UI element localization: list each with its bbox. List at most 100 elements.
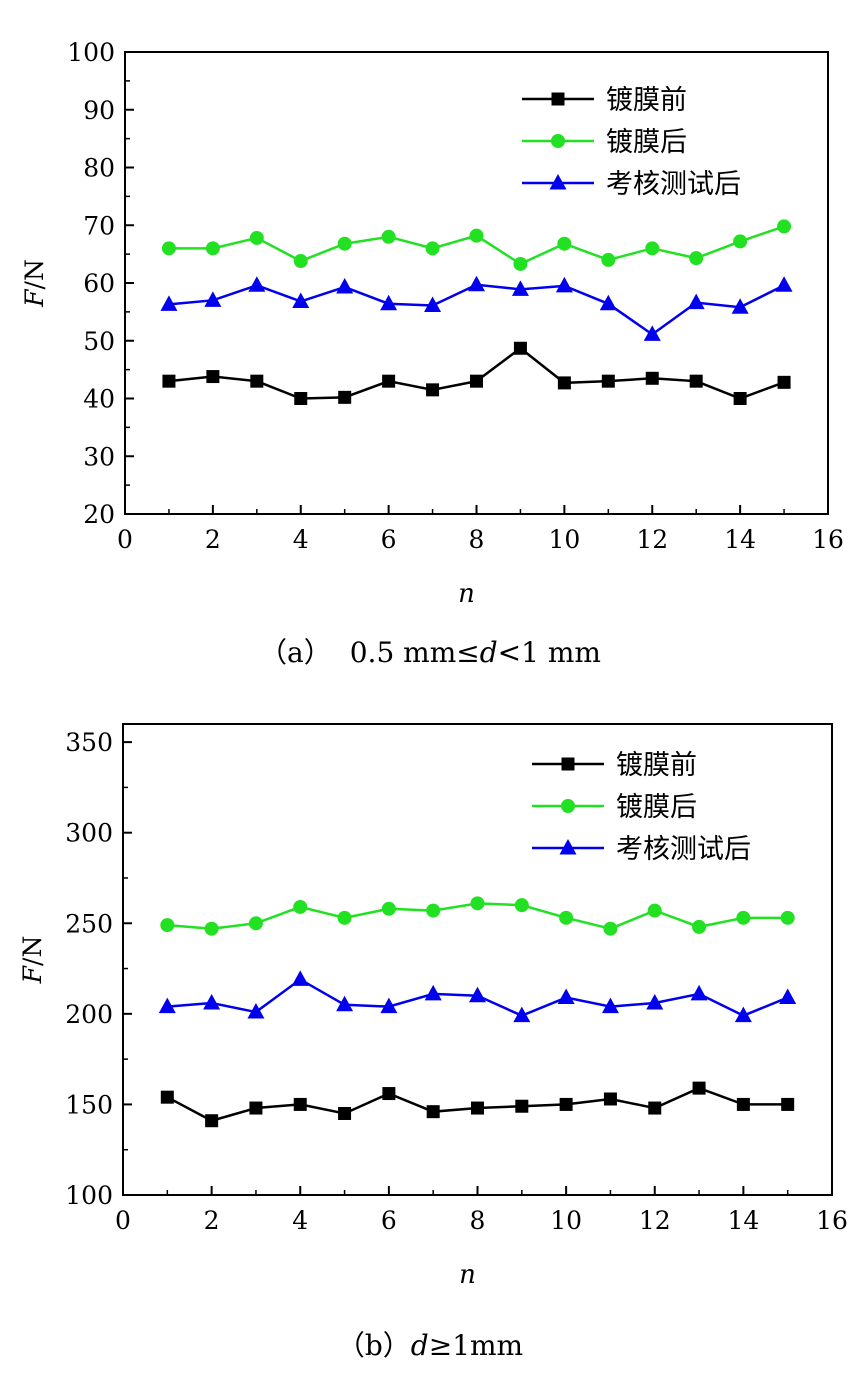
- caption-main: 0.5 mm≤: [350, 636, 480, 669]
- data-point: [249, 230, 264, 245]
- caption-prefix: （b）: [337, 1329, 411, 1362]
- data-point: [780, 910, 795, 925]
- data-point: [381, 229, 396, 244]
- data-point: [382, 1087, 396, 1101]
- data-point: [601, 252, 616, 267]
- data-point: [513, 341, 527, 355]
- series-0: [162, 341, 791, 405]
- data-point: [426, 1105, 440, 1119]
- data-point: [294, 392, 308, 405]
- legend-marker: [551, 134, 565, 148]
- y-tick-label: 80: [83, 154, 115, 183]
- caption-suffix: ≥1mm: [429, 1329, 523, 1362]
- data-point: [160, 1090, 174, 1104]
- data-point: [380, 997, 398, 1014]
- data-point: [162, 374, 176, 388]
- legend-entry: 镀膜前: [606, 85, 687, 116]
- data-point: [511, 280, 529, 296]
- data-point: [643, 325, 661, 341]
- data-point: [337, 236, 352, 251]
- data-point: [205, 241, 220, 256]
- chart-b: 100 150 200 250 300 350 0 2 4 6 8 10 12 14 16 n F/N 镀膜前镀膜…: [18, 723, 848, 1362]
- series-1: [161, 219, 792, 271]
- data-point: [603, 921, 618, 936]
- data-point: [248, 276, 266, 292]
- data-point: [559, 1097, 573, 1111]
- data-point: [645, 371, 659, 385]
- data-point: [426, 903, 441, 918]
- data-point: [247, 1003, 265, 1019]
- series-2: [158, 970, 797, 1023]
- legend-entry: 镀膜后: [606, 127, 687, 158]
- data-point: [647, 903, 662, 918]
- data-point: [689, 251, 704, 266]
- data-point: [293, 899, 308, 914]
- data-point: [690, 984, 708, 1001]
- data-point: [513, 256, 528, 271]
- data-point: [514, 898, 529, 913]
- data-point: [424, 296, 442, 313]
- data-point: [559, 910, 574, 925]
- data-point: [426, 383, 440, 397]
- y-tick-label: 100: [65, 1181, 113, 1210]
- data-point: [734, 1006, 752, 1023]
- x-tick-label: 12: [636, 525, 668, 554]
- data-point: [779, 988, 797, 1005]
- caption-prefix: （a）: [259, 636, 332, 669]
- x-tick-label: 2: [204, 1206, 220, 1235]
- data-point: [471, 1101, 484, 1115]
- series-2: [160, 275, 793, 341]
- data-point: [203, 993, 221, 1010]
- y-tick-label: 70: [83, 211, 115, 240]
- legend-marker: [551, 92, 565, 106]
- legend-marker: [559, 839, 577, 855]
- legend-entry: 镀膜前: [616, 750, 697, 781]
- data-point: [469, 228, 484, 243]
- data-point: [206, 370, 220, 384]
- data-point: [424, 984, 442, 1001]
- data-point: [158, 997, 176, 1014]
- x-axis-label: n: [459, 1260, 476, 1290]
- figure-caption: （a） 0.5 mm≤d<1 mm: [259, 636, 601, 669]
- y-tick-label: 90: [83, 96, 115, 125]
- data-point: [380, 294, 398, 311]
- data-point: [293, 254, 308, 269]
- data-point: [337, 910, 352, 925]
- data-point: [692, 919, 707, 934]
- y-axis-label-var: F: [20, 288, 49, 308]
- data-point: [205, 1114, 219, 1128]
- data-point: [601, 374, 615, 388]
- chart-a: 20 30 40 50 60 70 80 90 100 0 2 4 6 8 10 12 14 16 n F/N 镀膜前镀…: [20, 38, 844, 669]
- data-point: [781, 1097, 795, 1111]
- y-axis-label: F/N: [18, 936, 47, 985]
- y-tick-label: 250: [65, 909, 113, 938]
- x-tick-label: 8: [470, 1206, 486, 1235]
- x-tick-label: 12: [639, 1206, 671, 1235]
- data-point: [603, 1092, 617, 1106]
- data-point: [250, 374, 264, 388]
- x-tick-label: 16: [812, 525, 844, 554]
- y-axis-label: F/N: [20, 259, 49, 308]
- data-point: [381, 901, 396, 916]
- data-point: [292, 292, 310, 308]
- plot-frame: [122, 723, 833, 1196]
- data-point: [557, 236, 572, 251]
- data-point: [736, 1097, 750, 1111]
- data-point: [515, 1099, 529, 1113]
- data-point: [557, 376, 571, 390]
- figure-caption: （b）d≥1mm: [337, 1329, 523, 1362]
- data-point: [204, 291, 222, 307]
- data-point: [736, 910, 751, 925]
- y-tick-label: 300: [65, 819, 113, 848]
- data-point: [336, 995, 354, 1012]
- data-point: [692, 1081, 706, 1095]
- x-tick-label: 14: [724, 525, 756, 554]
- legend-entry: 考核测试后: [606, 169, 741, 200]
- data-point: [161, 241, 176, 256]
- x-tick-label: 14: [727, 1206, 759, 1235]
- data-point: [425, 241, 440, 256]
- x-tick-label: 16: [816, 1206, 848, 1235]
- data-point: [293, 1097, 307, 1111]
- y-axis-label-var: F: [18, 964, 47, 984]
